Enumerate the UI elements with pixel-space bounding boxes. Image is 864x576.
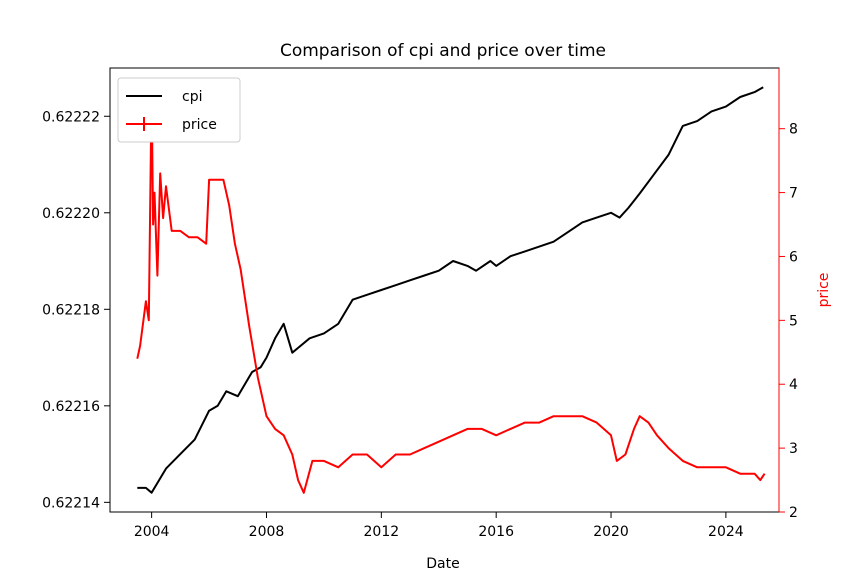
plot-lines <box>136 86 766 494</box>
y-right-tick-label: 8 <box>789 122 798 138</box>
x-tick-label: 2020 <box>593 524 629 540</box>
y-right-tick-label: 4 <box>789 377 798 393</box>
legend-label-price: price <box>182 117 217 133</box>
x-tick-label: 2012 <box>364 524 400 540</box>
series-line-price <box>136 89 766 494</box>
y-left-tick-label: 0.62214 <box>42 495 100 511</box>
legend-box <box>117 77 241 143</box>
x-tick-label: 2004 <box>134 524 170 540</box>
y-left-tick-label: 0.62222 <box>42 109 100 125</box>
y-right-tick-label: 3 <box>789 441 798 457</box>
x-axis-label: Date <box>426 556 459 572</box>
y-left-tick-label: 0.62218 <box>42 302 100 318</box>
y-right-tick-label: 5 <box>789 313 798 329</box>
y-left-tick-label: 0.62216 <box>42 399 100 415</box>
legend: cpi price <box>117 77 241 143</box>
y-axis-left: 0.62214 0.62216 0.62218 0.62220 0.62222 <box>42 109 110 511</box>
x-tick-label: 2008 <box>249 524 285 540</box>
y-axis-right-label: price <box>816 273 832 308</box>
y-left-tick-label: 0.62220 <box>42 206 100 222</box>
x-tick-label: 2024 <box>708 524 744 540</box>
y-right-tick-label: 2 <box>789 505 798 521</box>
x-axis: 2004 2008 2012 2016 2020 2024 <box>134 512 744 540</box>
legend-label-cpi: cpi <box>182 89 202 105</box>
y-axis-right: 2 3 4 5 6 7 8 <box>778 68 798 521</box>
chart-title: Comparison of cpi and price over time <box>280 41 606 61</box>
series-line-cpi <box>137 86 764 494</box>
x-tick-label: 2016 <box>478 524 514 540</box>
y-right-tick-label: 7 <box>789 186 798 202</box>
y-right-tick-label: 6 <box>789 249 798 265</box>
